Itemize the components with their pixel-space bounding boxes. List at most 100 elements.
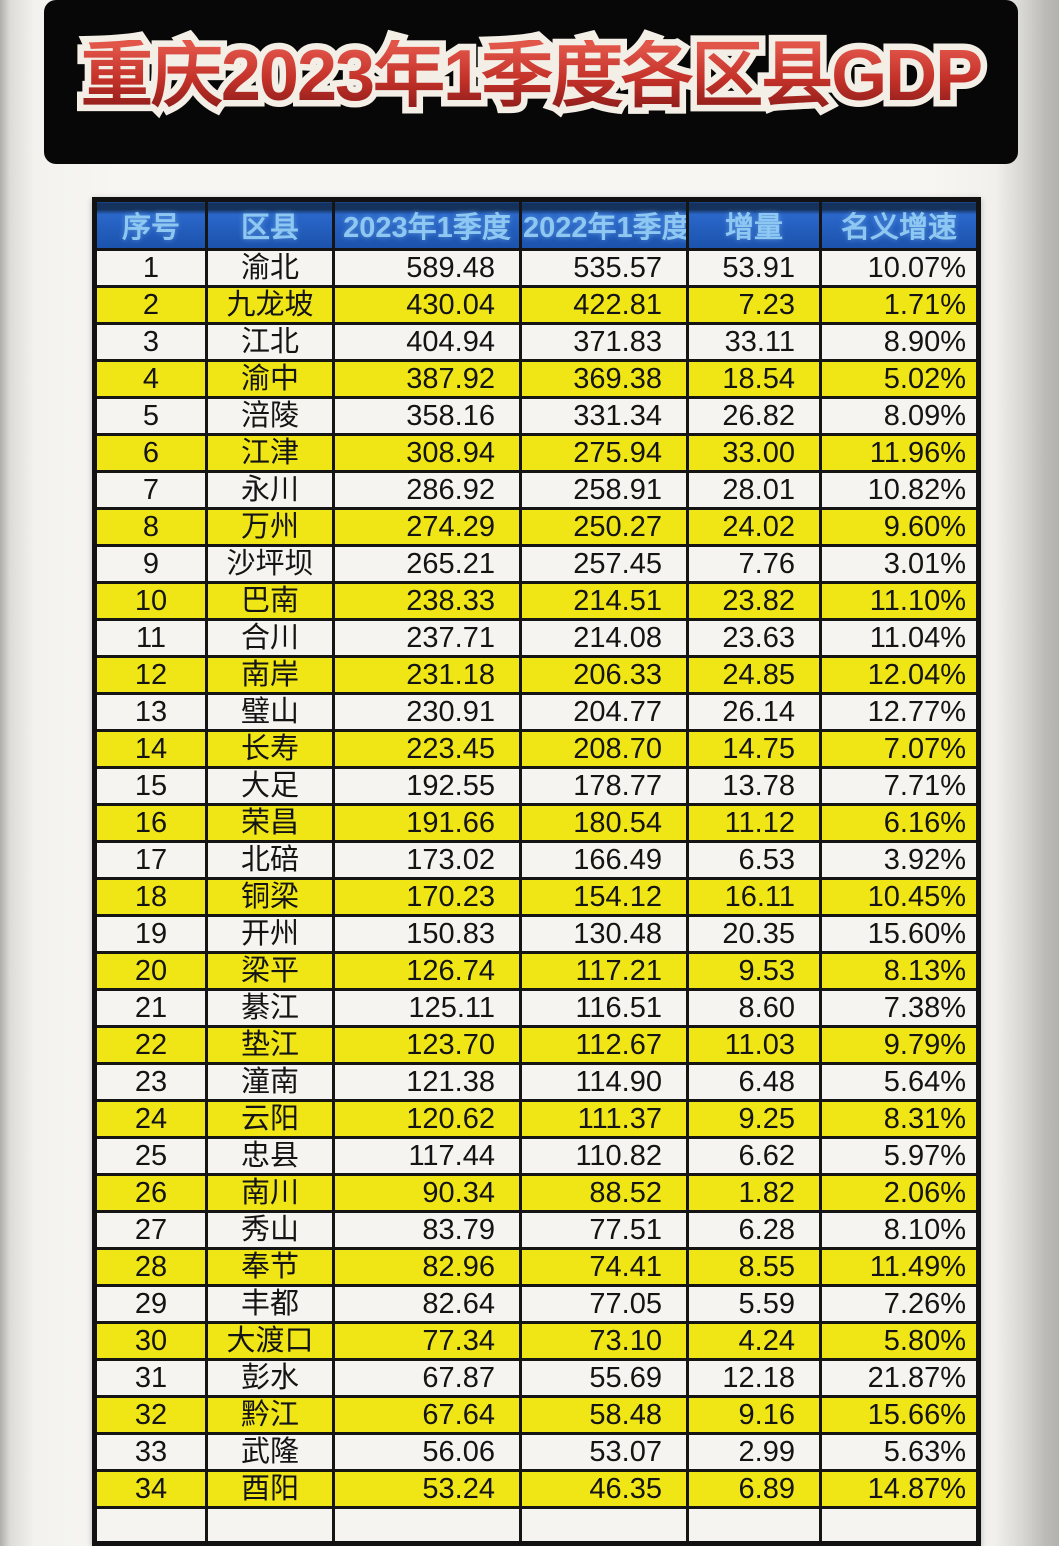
cell-rank: 13 bbox=[93, 692, 208, 732]
cell-growth-rate: 7.38% bbox=[819, 988, 980, 1028]
cell-increase: 5.59 bbox=[686, 1284, 822, 1324]
table-row: 33 武隆 56.06 53.07 2.99 5.63% bbox=[93, 1432, 980, 1472]
cell-district: 南岸 bbox=[205, 655, 335, 695]
cell-increase: 26.14 bbox=[686, 692, 822, 732]
cell-gdp-2022-q1: 77.51 bbox=[519, 1210, 689, 1250]
cell-district: 巴南 bbox=[205, 581, 335, 621]
cell-growth-rate: 21.87% bbox=[819, 1358, 980, 1398]
cell-growth-rate: 6.16% bbox=[819, 803, 980, 843]
cell-increase: 4.24 bbox=[686, 1321, 822, 1361]
cell-increase: 9.16 bbox=[686, 1395, 822, 1435]
cell-growth-rate: 5.02% bbox=[819, 359, 980, 399]
cell-district: 渝中 bbox=[205, 359, 335, 399]
cell-gdp-2022-q1: 74.41 bbox=[519, 1247, 689, 1287]
cell-growth-rate: 3.92% bbox=[819, 840, 980, 880]
table-row: 3 江北 404.94 371.83 33.11 8.90% bbox=[93, 322, 980, 362]
cell-gdp-2022-q1: 116.51 bbox=[519, 988, 689, 1028]
cell-gdp-2023-q1: 121.38 bbox=[332, 1062, 522, 1102]
cell-growth-rate: 12.04% bbox=[819, 655, 980, 695]
cell-district: 长寿 bbox=[205, 729, 335, 769]
cell-district: 万州 bbox=[205, 507, 335, 547]
cell-increase: 11.12 bbox=[686, 803, 822, 843]
cell-increase: 24.02 bbox=[686, 507, 822, 547]
cell-growth-rate: 10.82% bbox=[819, 470, 980, 510]
cell-gdp-2023-q1: 265.21 bbox=[332, 544, 522, 584]
cell-increase: 13.78 bbox=[686, 766, 822, 806]
cell-gdp-2022-q1: 204.77 bbox=[519, 692, 689, 732]
page-title-text: 重庆2023年1季度各区县GDP bbox=[80, 36, 983, 116]
cell-gdp-2022-q1: 208.70 bbox=[519, 729, 689, 769]
cell-rank: 3 bbox=[93, 322, 208, 362]
cell-district: 江津 bbox=[205, 433, 335, 473]
cell-increase: 33.11 bbox=[686, 322, 822, 362]
cell-growth-rate: 1.71% bbox=[819, 285, 980, 325]
cell-district: 梁平 bbox=[205, 951, 335, 991]
cell-increase: 18.54 bbox=[686, 359, 822, 399]
cell-gdp-2023-q1: 82.64 bbox=[332, 1284, 522, 1324]
cell-district: 奉节 bbox=[205, 1247, 335, 1287]
col-header-2022-q1: 2022年1季度 bbox=[519, 198, 689, 251]
cell-gdp-2023-q1: 77.34 bbox=[332, 1321, 522, 1361]
cell-growth-rate: 11.96% bbox=[819, 433, 980, 473]
cell-gdp-2022-q1: 73.10 bbox=[519, 1321, 689, 1361]
cell-rank: 24 bbox=[93, 1099, 208, 1139]
table-row: 24 云阳 120.62 111.37 9.25 8.31% bbox=[93, 1099, 980, 1139]
cell-increase: 23.82 bbox=[686, 581, 822, 621]
cell-gdp-2023-q1: 56.06 bbox=[332, 1432, 522, 1472]
cell-district: 垫江 bbox=[205, 1025, 335, 1065]
cell-rank: 21 bbox=[93, 988, 208, 1028]
cell-gdp-2023-q1: 274.29 bbox=[332, 507, 522, 547]
col-header-rank: 序号 bbox=[93, 198, 208, 251]
cell-district: 綦江 bbox=[205, 988, 335, 1028]
table-row: 11 合川 237.71 214.08 23.63 11.04% bbox=[93, 618, 980, 658]
cell-gdp-2023-q1: 83.79 bbox=[332, 1210, 522, 1250]
cell-gdp-2022-q1: 117.21 bbox=[519, 951, 689, 991]
cell-growth-rate: 11.04% bbox=[819, 618, 980, 658]
cell-rank: 15 bbox=[93, 766, 208, 806]
table-row: 21 綦江 125.11 116.51 8.60 7.38% bbox=[93, 988, 980, 1028]
cell-gdp-2022-q1: 111.37 bbox=[519, 1099, 689, 1139]
cell-gdp-2023-q1: 123.70 bbox=[332, 1025, 522, 1065]
cell-gdp-2022-q1: 114.90 bbox=[519, 1062, 689, 1102]
cell-growth-rate: 11.10% bbox=[819, 581, 980, 621]
cell-district: 云阳 bbox=[205, 1099, 335, 1139]
cell-gdp-2022-q1: 77.05 bbox=[519, 1284, 689, 1324]
table-row: 34 酉阳 53.24 46.35 6.89 14.87% bbox=[93, 1469, 980, 1509]
cell-gdp-2023-q1: 67.64 bbox=[332, 1395, 522, 1435]
header-row: 序号 区县 2023年1季度 2022年1季度 增量 名义增速 bbox=[93, 198, 980, 251]
cell-growth-rate: 7.71% bbox=[819, 766, 980, 806]
table-row: 31 彭水 67.87 55.69 12.18 21.87% bbox=[93, 1358, 980, 1398]
cell-district: 璧山 bbox=[205, 692, 335, 732]
cell-increase: 2.99 bbox=[686, 1432, 822, 1472]
cell-gdp-2022-q1: 275.94 bbox=[519, 433, 689, 473]
cell-rank: 7 bbox=[93, 470, 208, 510]
cell-growth-rate: 7.07% bbox=[819, 729, 980, 769]
cell-growth-rate: 8.09% bbox=[819, 396, 980, 436]
cell-increase: 6.48 bbox=[686, 1062, 822, 1102]
cell-rank: 11 bbox=[93, 618, 208, 658]
cell-increase: 14.75 bbox=[686, 729, 822, 769]
cell-increase: 53.91 bbox=[686, 248, 822, 288]
cell-gdp-2023-q1: 170.23 bbox=[332, 877, 522, 917]
cell-growth-rate: 15.60% bbox=[819, 914, 980, 954]
cell-gdp-2022-q1: 371.83 bbox=[519, 322, 689, 362]
cell-gdp-2022-q1: 535.57 bbox=[519, 248, 689, 288]
cell-district: 九龙坡 bbox=[205, 285, 335, 325]
cell-district: 忠县 bbox=[205, 1136, 335, 1176]
cell-gdp-2023-q1: 120.62 bbox=[332, 1099, 522, 1139]
cell-rank: 29 bbox=[93, 1284, 208, 1324]
cell-gdp-2022-q1: 369.38 bbox=[519, 359, 689, 399]
cell-growth-rate: 11.49% bbox=[819, 1247, 980, 1287]
cell-district: 沙坪坝 bbox=[205, 544, 335, 584]
cell-growth-rate: 9.79% bbox=[819, 1025, 980, 1065]
cell-district: 江北 bbox=[205, 322, 335, 362]
cell-rank: 26 bbox=[93, 1173, 208, 1213]
cell-gdp-2022-q1: 130.48 bbox=[519, 914, 689, 954]
table-row: 32 黔江 67.64 58.48 9.16 15.66% bbox=[93, 1395, 980, 1435]
cell-rank: 27 bbox=[93, 1210, 208, 1250]
cell-gdp-2023-q1: 404.94 bbox=[332, 322, 522, 362]
cell-increase: 24.85 bbox=[686, 655, 822, 695]
table-row: 17 北碚 173.02 166.49 6.53 3.92% bbox=[93, 840, 980, 880]
cell-gdp-2022-q1: 154.12 bbox=[519, 877, 689, 917]
cell-gdp-2022-q1: 331.34 bbox=[519, 396, 689, 436]
